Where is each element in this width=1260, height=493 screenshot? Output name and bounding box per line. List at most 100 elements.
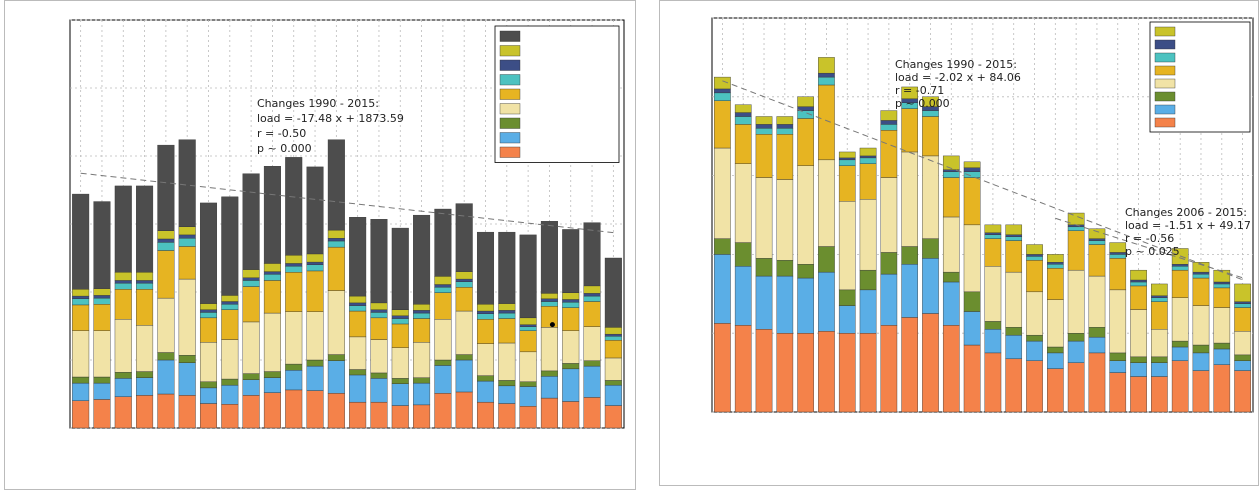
nitrogen-bar-segment [476,319,495,344]
nitrogen-legend-swatch [499,30,521,42]
nitrogen-bar-segment [136,282,154,290]
nitrogen-bar-segment [72,193,90,290]
nitrogen-bar-segment [199,317,218,343]
phosphorus-bar-segment [1088,327,1106,338]
nitrogen-bar-segment [562,363,580,370]
nitrogen-bar-segment [221,378,239,386]
nitrogen-bar-segment [263,312,281,372]
phosphorus-bar-segment [1234,307,1251,332]
phosphorus-bar-segment [838,157,856,161]
nitrogen-bar-segment [413,312,431,319]
phosphorus-bar-segment [1088,336,1106,354]
nitrogen-bar-segment [242,379,260,396]
phosphorus-bar-segment [922,155,939,239]
phosphorus-bar-segment [1005,334,1023,360]
phosphorus-bar-segment [1067,340,1085,363]
phosphorus-bar-segment [818,159,835,247]
nitrogen-bar-segment [519,326,537,331]
nitrogen-bar-segment [178,234,196,239]
nitrogen-bar-segment [413,304,431,311]
phosphorus-bar-segment [984,232,1002,235]
nitrogen-bar-segment [93,304,111,331]
nitrogen-bar-segment [370,312,388,319]
nitrogen-bar-segment [93,295,111,299]
phosphorus-bar-segment [818,246,835,273]
nitrogen-bar-segment [434,292,452,320]
nitrogen-bar-segment [263,280,281,314]
phosphorus-bar-segment [880,130,898,178]
phosphorus-bar-segment [1130,356,1147,363]
nitrogen-bar-segment [199,387,218,404]
phosphorus-bar-segment [818,271,835,332]
phosphorus-annotation2-line-2: load = -1.51 x + 49.17 [1125,219,1251,232]
phosphorus-bar-segment [1213,281,1231,285]
phosphorus-bar-segment [880,110,898,121]
nitrogen-bar-segment [242,286,260,323]
phosphorus-bar-segment [1047,262,1064,265]
phosphorus-bar-segment [797,264,814,279]
phosphorus-bar-segment [963,344,981,413]
nitrogen-bar-segment [476,380,495,403]
nitrogen-bar-segment [349,302,367,306]
nitrogen-bar-segment [221,196,239,296]
nitrogen-bar-segment [391,309,409,316]
phosphorus-bar-segment [776,260,794,277]
phosphorus-bar-segment [1171,264,1189,267]
nitrogen-bar-segment [519,381,537,387]
nitrogen-bar-segment [434,208,452,277]
nitrogen-bar-segment [136,377,154,396]
nitrogen-bar-segment [455,359,473,393]
nitrogen-bar-segment [178,395,196,429]
nitrogen-bar-segment [604,340,622,359]
phosphorus-bar-segment [755,258,773,277]
nitrogen-bar-segment [498,303,516,311]
nitrogen-bar-segment [434,287,452,293]
phosphorus-bar-segment [1047,368,1064,413]
nitrogen-bar-segment [285,272,303,312]
phosphorus-bar-segment [838,165,856,202]
phosphorus-bar-segment [859,199,877,271]
nitrogen-bar-segment [562,330,580,364]
phosphorus-bar-segment [880,252,898,275]
phosphorus-bar-segment [797,96,814,107]
nitrogen-bar-segment [72,298,90,306]
nitrogen-bar-segment [157,144,175,231]
nitrogen-bar-segment [349,295,367,304]
phosphorus-bar-segment [922,96,939,107]
phosphorus-bar-segment [1088,240,1106,245]
nitrogen-bar-segment [413,310,431,314]
nitrogen-bar-segment [242,277,260,281]
nitrogen-bar-segment [562,299,580,303]
phosphorus-bar-segment [776,333,794,413]
nitrogen-bar-segment [434,359,452,366]
nitrogen-bar-segment [178,362,196,396]
nitrogen-bar-segment [157,238,175,243]
nitrogen-bar-segment [455,391,473,429]
nitrogen-bar-segment [562,307,580,331]
nitrogen-bar-segment [178,355,196,363]
phosphorus-bar-segment [838,289,856,306]
phosphorus-bar-segment [1234,301,1251,304]
nitrogen-bar-segment [327,393,345,429]
phosphorus-trend-line-1 [722,80,1243,281]
phosphorus-bar-segment [1151,283,1168,296]
nitrogen-legend-swatch [499,74,521,86]
phosphorus-bar-segment [1026,340,1043,361]
phosphorus-bar-segment [880,124,898,131]
phosphorus-bar-segment [714,147,731,239]
nitrogen-bar-segment [178,139,196,227]
nitrogen-bar-segment [370,339,388,374]
nitrogen-bar-segment [72,382,90,401]
nitrogen-legend-swatch [499,117,521,129]
phosphorus-bar-segment [1005,236,1023,241]
nitrogen-bar-segment [263,377,281,393]
nitrogen-bar-segment [199,381,218,389]
nitrogen-annotation-line-3: r = -0.50 [257,127,306,140]
phosphorus-bar-segment [1130,269,1147,281]
phosphorus-legend-swatch [1154,78,1176,89]
phosphorus-bar-segment [1192,352,1210,371]
nitrogen-bar-segment [199,309,218,313]
nitrogen-bar-segment [72,330,90,378]
nitrogen-bar-segment [455,203,473,272]
nitrogen-bar-segment [306,365,324,391]
